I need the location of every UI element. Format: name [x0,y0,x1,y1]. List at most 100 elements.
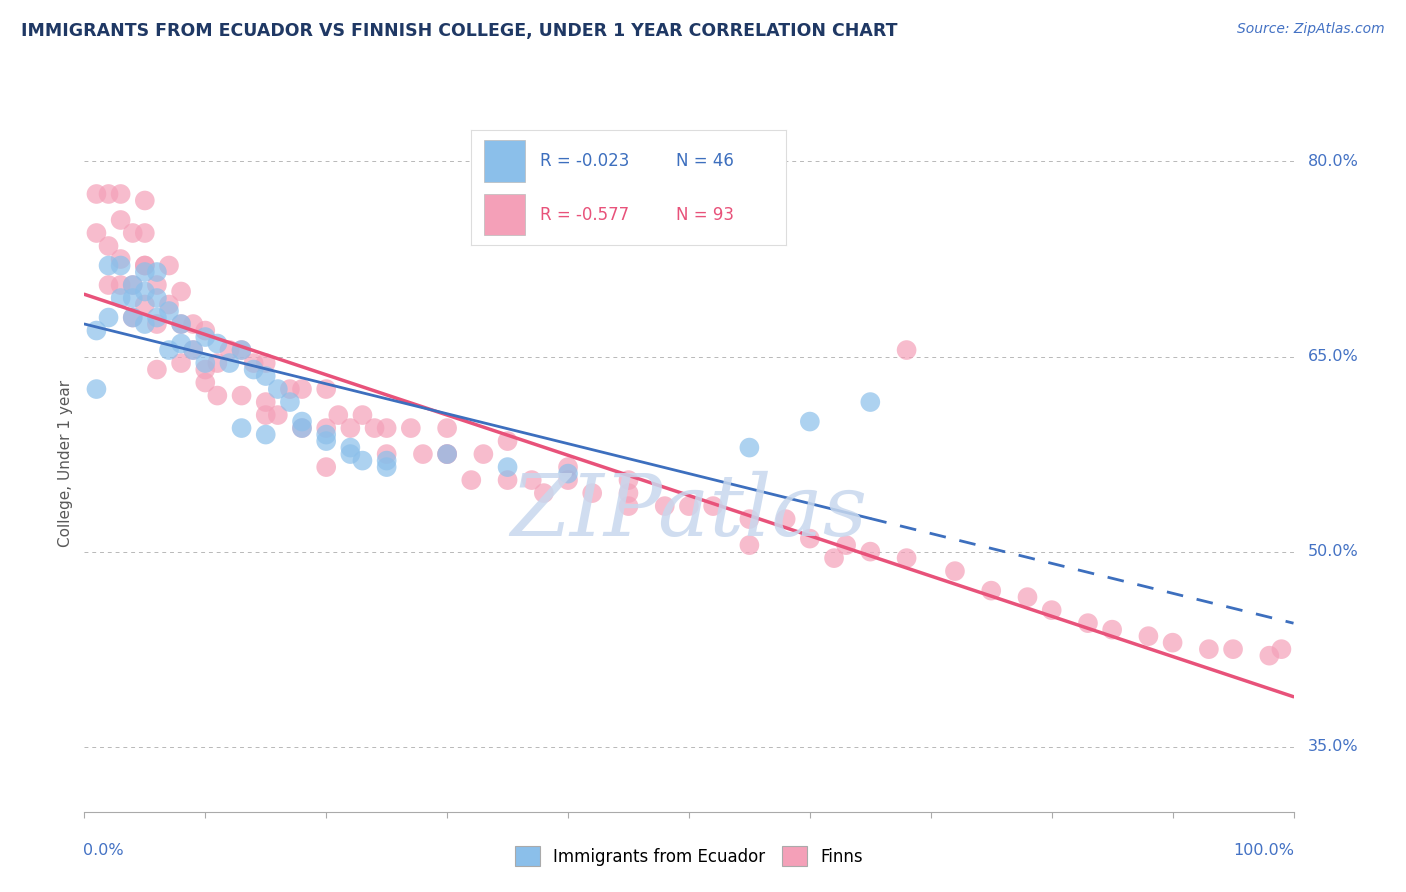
Text: ZIPatlas: ZIPatlas [510,471,868,554]
Point [86,226,108,240]
Text: 65.0%: 65.0% [1308,349,1358,364]
Point [291,382,314,396]
Point [557,467,579,481]
Point [654,499,676,513]
Point [134,226,156,240]
Point [110,291,132,305]
Point [97,310,120,325]
Point [121,226,143,240]
Point [799,415,821,429]
Point [315,421,337,435]
Point [110,186,132,201]
Point [436,447,458,461]
Point [1017,590,1039,604]
Text: N = 93: N = 93 [676,206,734,224]
Point [218,343,240,357]
Point [496,460,519,475]
Point [557,473,579,487]
Point [134,317,156,331]
Point [835,538,858,552]
Point [121,278,143,293]
Point [254,395,277,409]
Point [181,343,204,357]
Text: N = 46: N = 46 [676,152,734,169]
Point [121,278,143,293]
Text: R = -0.023: R = -0.023 [540,152,630,169]
Point [121,310,143,325]
Point [146,291,169,305]
Point [520,473,543,487]
Point [278,382,301,396]
Point [943,564,966,578]
Point [315,382,337,396]
Point [146,265,169,279]
Point [146,362,169,376]
Point [121,291,143,305]
Point [617,499,640,513]
Point [339,441,361,455]
Point [702,499,724,513]
Point [1137,629,1160,643]
Point [775,512,797,526]
Point [352,453,374,467]
Point [110,213,132,227]
Point [97,278,120,293]
Point [375,421,398,435]
Point [363,421,385,435]
Point [231,388,253,402]
Point [254,369,277,384]
Text: 80.0%: 80.0% [1308,154,1360,169]
Point [134,259,156,273]
Point [157,343,180,357]
Point [157,259,180,273]
Point [134,259,156,273]
Point [375,447,398,461]
Point [678,499,700,513]
Point [799,532,821,546]
Point [97,259,120,273]
Point [170,336,193,351]
Point [859,395,882,409]
Point [194,356,217,370]
Text: IMMIGRANTS FROM ECUADOR VS FINNISH COLLEGE, UNDER 1 YEAR CORRELATION CHART: IMMIGRANTS FROM ECUADOR VS FINNISH COLLE… [21,22,897,40]
Point [436,447,458,461]
Point [146,310,169,325]
Point [738,512,761,526]
Point [170,317,193,331]
Point [1222,642,1244,657]
Point [1040,603,1063,617]
Point [980,583,1002,598]
Point [181,317,204,331]
Point [86,186,108,201]
Point [859,544,882,558]
Point [157,304,180,318]
Point [254,356,277,370]
Point [823,551,845,566]
Point [352,408,374,422]
Text: 100.0%: 100.0% [1233,843,1295,858]
Text: 50.0%: 50.0% [1308,544,1358,559]
Point [291,415,314,429]
Text: R = -0.577: R = -0.577 [540,206,630,224]
Point [157,297,180,311]
Point [134,285,156,299]
Point [121,310,143,325]
Point [110,252,132,266]
FancyBboxPatch shape [484,194,524,235]
Point [86,382,108,396]
Point [194,324,217,338]
Point [1077,616,1099,631]
Point [557,460,579,475]
Text: 35.0%: 35.0% [1308,739,1358,755]
Point [1258,648,1281,663]
Point [97,186,120,201]
Point [1101,623,1123,637]
Point [617,486,640,500]
Point [110,259,132,273]
Point [328,408,350,422]
Point [207,388,229,402]
Point [146,317,169,331]
Point [581,486,603,500]
Legend: Immigrants from Ecuador, Finns: Immigrants from Ecuador, Finns [508,839,870,873]
Point [267,408,290,422]
